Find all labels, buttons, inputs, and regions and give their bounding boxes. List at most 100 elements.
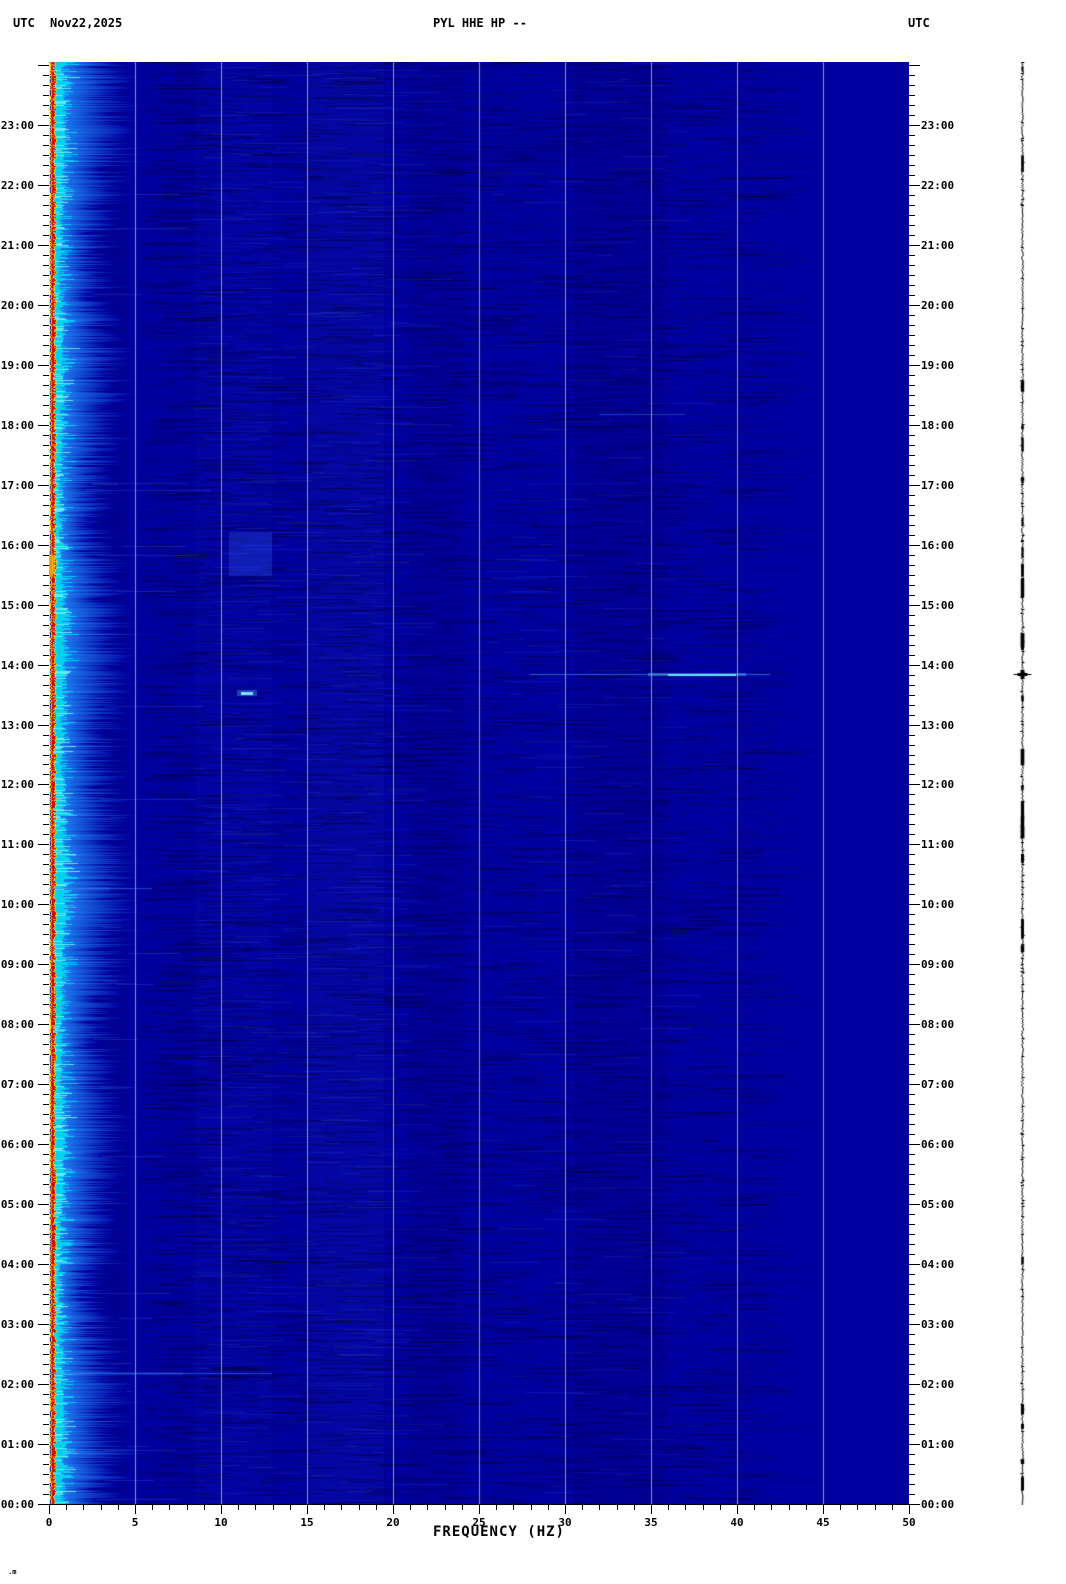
minor-tick-left — [43, 1334, 49, 1335]
minor-tick-right — [909, 1054, 915, 1055]
freq-major-tick — [49, 1504, 50, 1514]
time-label-right: 17:00 — [921, 478, 955, 492]
minor-tick-left — [43, 1064, 49, 1065]
time-label-left: 10:00 — [0, 898, 34, 912]
minor-tick-right — [909, 864, 915, 865]
time-label-left: 08:00 — [0, 1018, 34, 1032]
minor-tick-right — [909, 435, 915, 436]
minor-tick-right — [909, 1014, 915, 1015]
minor-tick-left — [43, 535, 49, 536]
minor-tick-right — [909, 1244, 915, 1245]
minor-tick-left — [43, 1234, 49, 1235]
minor-tick-right — [909, 285, 915, 286]
minor-tick-left — [43, 625, 49, 626]
minor-tick-right — [909, 1354, 915, 1355]
minor-tick-left — [43, 1424, 49, 1425]
minor-tick-right — [909, 195, 915, 196]
minor-tick-left — [43, 774, 49, 775]
time-label-right: 05:00 — [921, 1198, 955, 1212]
minor-tick-right — [909, 894, 915, 895]
minor-tick-left — [43, 764, 49, 765]
time-label-right: 10:00 — [921, 898, 955, 912]
freq-minor-tick — [634, 1504, 635, 1510]
freq-tick-label: 50 — [902, 1516, 916, 1529]
minor-tick-right — [909, 1404, 915, 1405]
hour-tick-right — [909, 185, 920, 186]
minor-tick-left — [43, 1374, 49, 1375]
time-label-right: 11:00 — [921, 838, 955, 852]
minor-tick-right — [909, 155, 915, 156]
minor-tick-left — [43, 635, 49, 636]
minor-tick-right — [909, 1034, 915, 1035]
freq-minor-tick — [238, 1504, 239, 1510]
time-label-right: 06:00 — [921, 1138, 955, 1152]
freq-minor-tick — [892, 1504, 893, 1510]
minor-tick-left — [43, 695, 49, 696]
minor-tick-left — [43, 1354, 49, 1355]
minor-tick-left — [43, 75, 49, 76]
minor-tick-left — [43, 1044, 49, 1045]
minor-tick-left — [43, 1114, 49, 1115]
minor-tick-right — [909, 715, 915, 716]
minor-tick-right — [909, 874, 915, 875]
minor-tick-left — [43, 824, 49, 825]
time-label-right: 23:00 — [921, 118, 955, 132]
freq-major-tick — [135, 1504, 136, 1514]
minor-tick-left — [43, 814, 49, 815]
minor-tick-right — [909, 445, 915, 446]
time-label-left: 21:00 — [0, 238, 34, 252]
freq-minor-tick — [118, 1504, 119, 1510]
minor-tick-right — [909, 1344, 915, 1345]
minor-tick-right — [909, 655, 915, 656]
minor-tick-right — [909, 705, 915, 706]
minor-tick-right — [909, 235, 915, 236]
hour-tick-right — [909, 1324, 920, 1325]
freq-major-tick — [221, 1504, 222, 1514]
minor-tick-left — [43, 884, 49, 885]
minor-tick-right — [909, 415, 915, 416]
freq-minor-tick — [720, 1504, 721, 1510]
minor-tick-left — [43, 1094, 49, 1095]
minor-tick-right — [909, 565, 915, 566]
freq-minor-tick — [376, 1504, 377, 1510]
minor-tick-left — [43, 175, 49, 176]
hour-tick-left — [38, 904, 49, 905]
minor-tick-right — [909, 1184, 915, 1185]
minor-tick-right — [909, 914, 915, 915]
minor-tick-right — [909, 1334, 915, 1335]
hour-tick-right — [909, 65, 920, 66]
minor-tick-right — [909, 1304, 915, 1305]
freq-minor-tick — [290, 1504, 291, 1510]
minor-tick-right — [909, 1044, 915, 1045]
hour-tick-left — [38, 1504, 49, 1505]
minor-tick-right — [909, 115, 915, 116]
minor-tick-left — [43, 115, 49, 116]
minor-tick-right — [909, 615, 915, 616]
minor-tick-left — [43, 135, 49, 136]
freq-minor-tick — [204, 1504, 205, 1510]
minor-tick-left — [43, 705, 49, 706]
minor-tick-right — [909, 215, 915, 216]
minor-tick-left — [43, 874, 49, 875]
minor-tick-right — [909, 1424, 915, 1425]
freq-major-tick — [909, 1504, 910, 1514]
freq-minor-tick — [462, 1504, 463, 1510]
freq-major-tick — [737, 1504, 738, 1514]
minor-tick-right — [909, 834, 915, 835]
time-label-right: 02:00 — [921, 1378, 955, 1392]
hour-tick-left — [38, 605, 49, 606]
minor-tick-right — [909, 1114, 915, 1115]
minor-tick-left — [43, 475, 49, 476]
minor-tick-left — [43, 655, 49, 656]
minor-tick-left — [43, 325, 49, 326]
minor-tick-right — [909, 794, 915, 795]
freq-minor-tick — [255, 1504, 256, 1510]
hour-tick-left — [38, 1384, 49, 1385]
minor-tick-left — [43, 1314, 49, 1315]
minor-tick-right — [909, 884, 915, 885]
hour-tick-right — [909, 1204, 920, 1205]
minor-tick-left — [43, 894, 49, 895]
minor-tick-left — [43, 715, 49, 716]
minor-tick-left — [43, 295, 49, 296]
